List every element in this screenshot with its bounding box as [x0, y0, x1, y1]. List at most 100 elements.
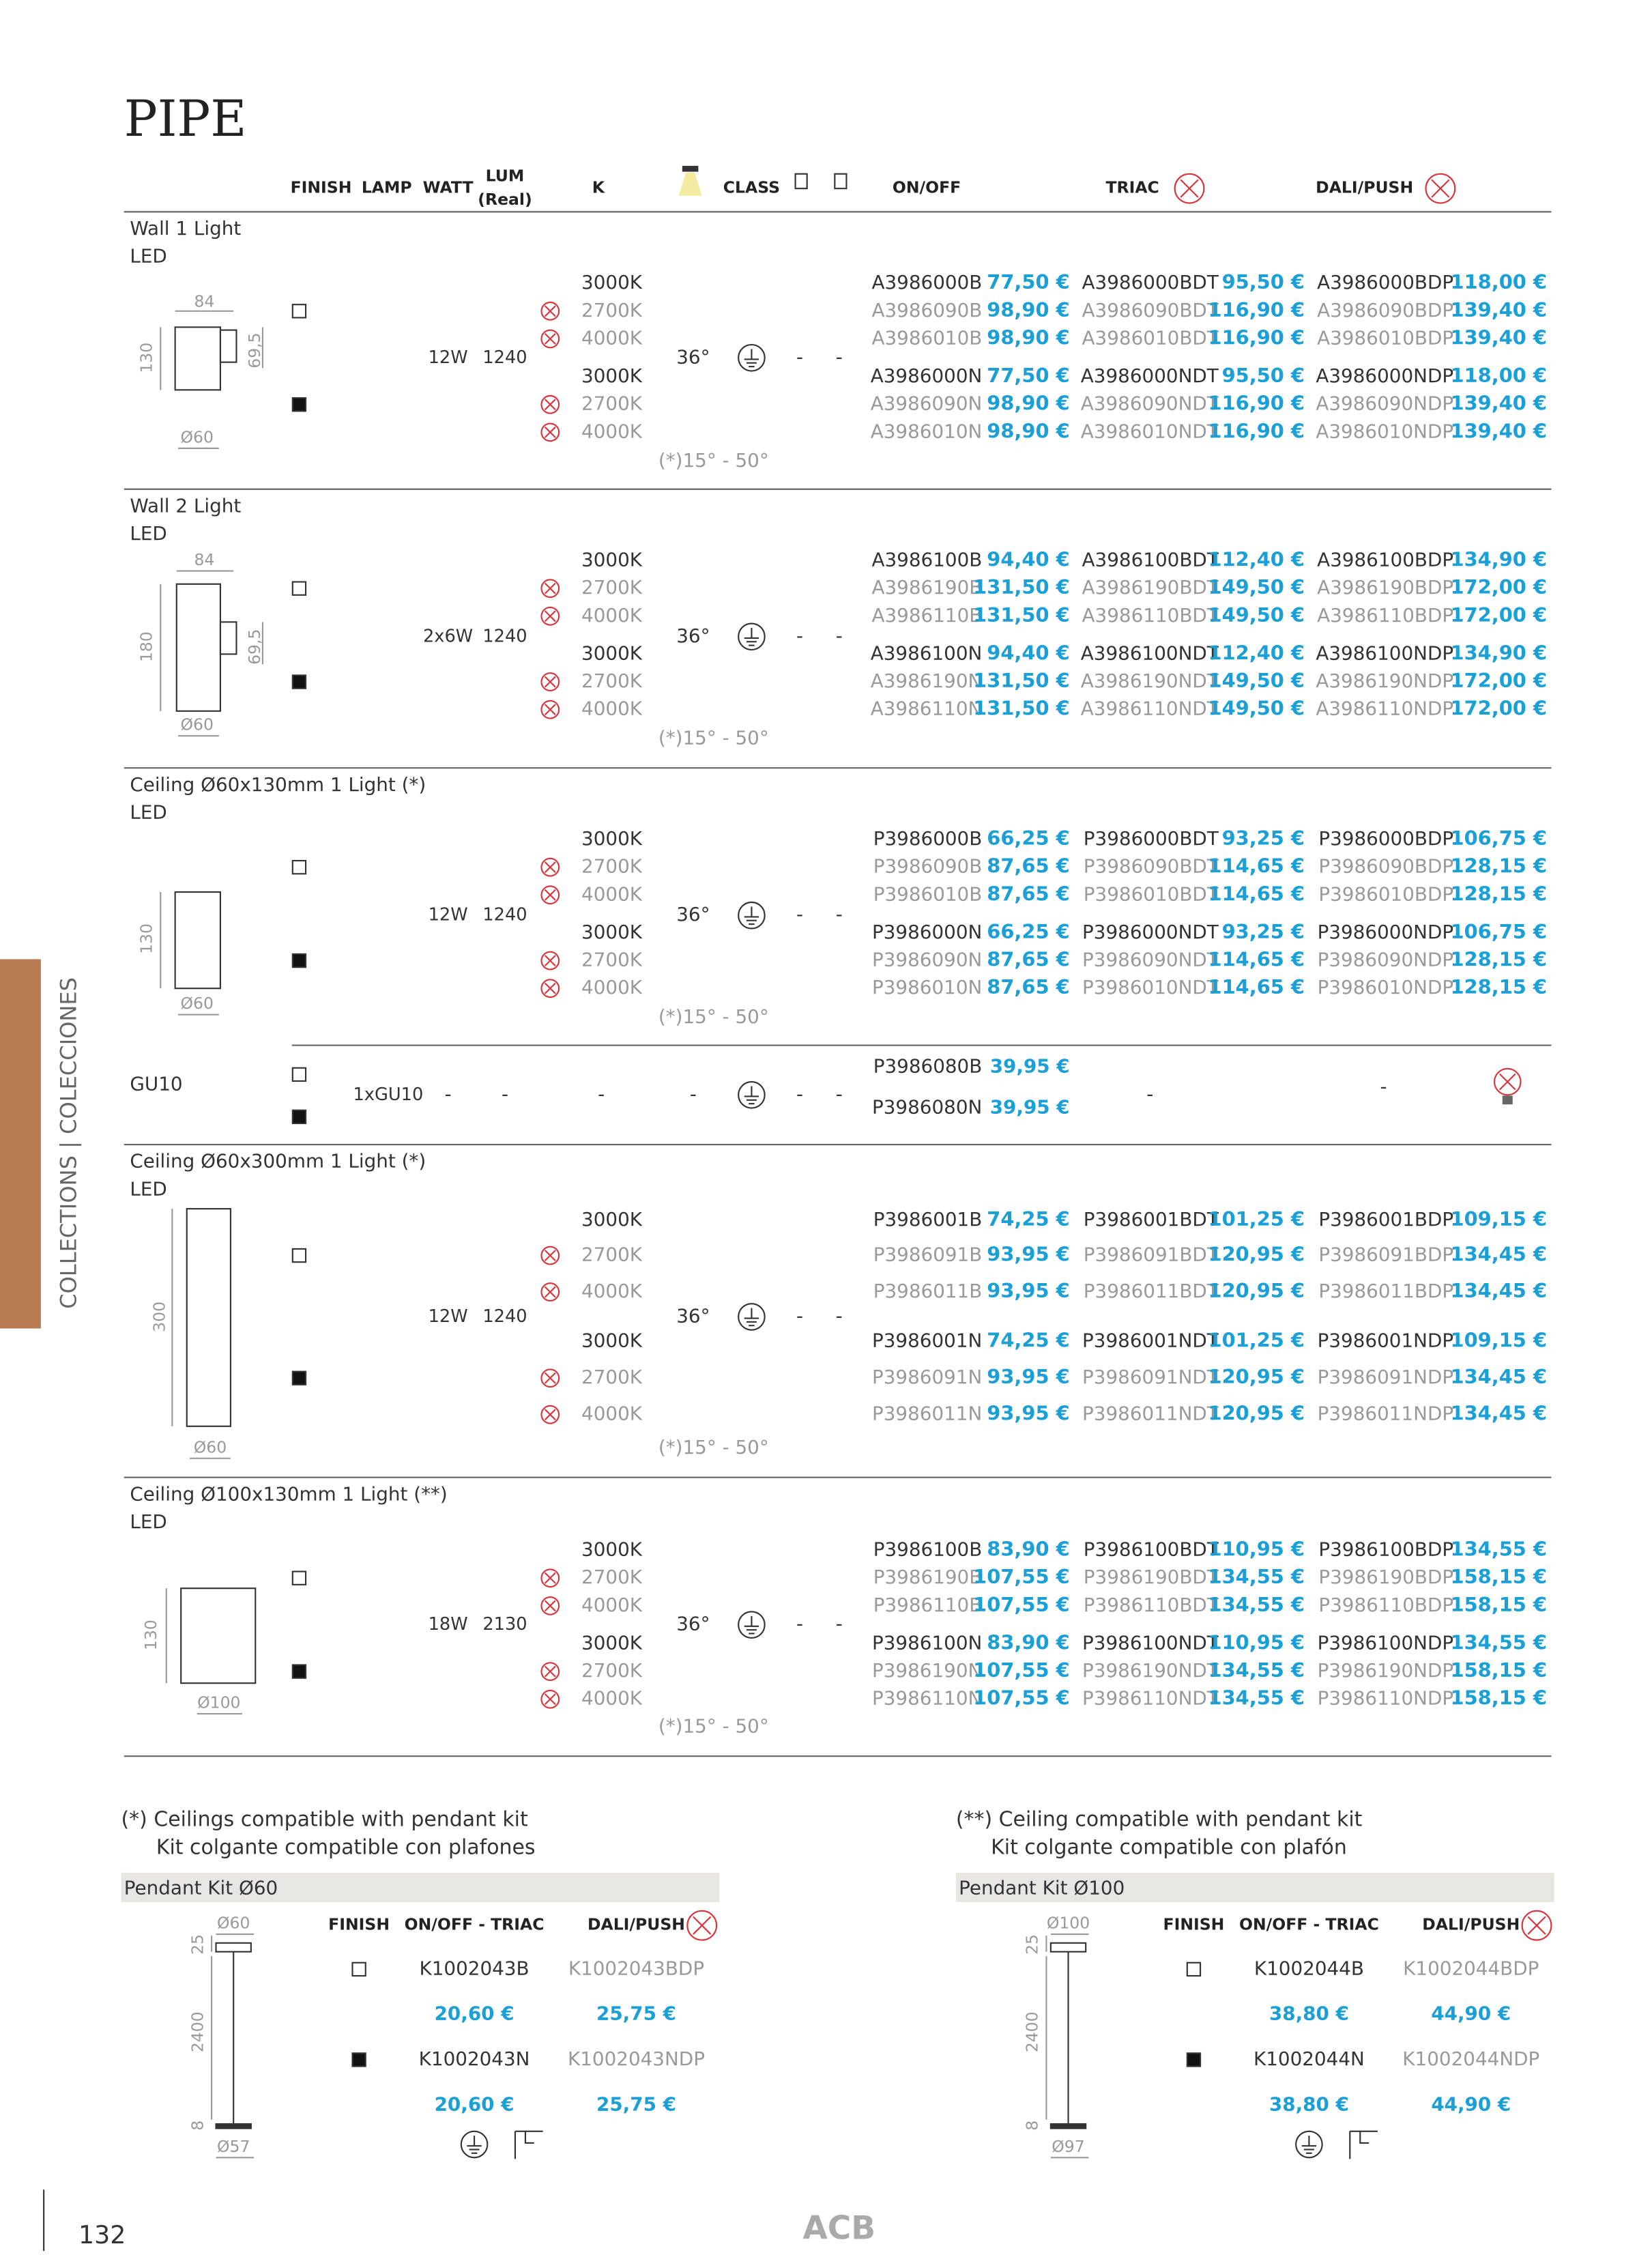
product-code: P3986090BDT [1084, 855, 1219, 878]
watt: 2x6W [423, 626, 473, 646]
color-temperature: 2700K [581, 299, 643, 321]
product-code: P3986000B [873, 827, 983, 850]
price: 93,95 € [987, 1243, 1069, 1266]
column-header: FINISH [291, 178, 352, 197]
price: 107,55 € [973, 1658, 1070, 1682]
price: 93,25 € [1222, 920, 1305, 943]
not-available-icon [544, 1372, 556, 1384]
beam-note: (*)15° - 50° [658, 1714, 769, 1737]
mount-icon [514, 2130, 543, 2159]
price: 116,90 € [1208, 392, 1305, 415]
product-code: P3986100BDT [1084, 1538, 1219, 1561]
dimension-label: Ø60 [181, 715, 214, 734]
section-name: GU10 [130, 1072, 182, 1095]
dimension-label: 84 [194, 292, 214, 311]
column-header: LAMP [362, 178, 412, 197]
price: 112,40 € [1208, 548, 1305, 571]
logo: ACB [802, 2210, 875, 2247]
dimension-label: 84 [194, 550, 214, 569]
not-available-icon [544, 1409, 556, 1421]
lamp-type: LED [130, 1510, 166, 1533]
price: 95,50 € [1222, 364, 1305, 387]
lumens: 1240 [482, 1306, 527, 1327]
price: 20,60 € [435, 2002, 515, 2025]
product-code: A3986010NDP [1316, 420, 1453, 442]
dash: - [836, 1613, 843, 1635]
product-code: A3986100NDT [1081, 642, 1219, 664]
price: 128,15 € [1451, 948, 1548, 971]
not-available-icon [1425, 173, 1456, 204]
price: 139,40 € [1451, 298, 1548, 321]
beam-icon [682, 166, 699, 172]
price: 39,95 € [990, 1096, 1070, 1119]
product-code: P3986110B [873, 1594, 983, 1616]
kit-drawing [1049, 2123, 1087, 2129]
product-drawing [175, 583, 222, 712]
product-code: P3986000N [872, 921, 982, 943]
not-available-icon [544, 982, 556, 994]
not-available-icon [540, 885, 560, 905]
kit-band [121, 1873, 720, 1903]
section-name: Ceiling Ø60x300mm 1 Light (*) [130, 1150, 426, 1173]
product-code: A3986010NDT [1081, 420, 1219, 442]
price: 158,15 € [1451, 1658, 1548, 1682]
product-code: P3986001NDT [1082, 1329, 1219, 1352]
dimension-label: Ø60 [181, 994, 214, 1013]
color-temperature: 2700K [581, 670, 643, 692]
price: 87,65 € [987, 854, 1069, 878]
price: 134,90 € [1451, 548, 1548, 571]
price: 134,55 € [1208, 1686, 1305, 1710]
class-icon [738, 343, 766, 372]
product-code: A3986090NDP [1316, 392, 1453, 415]
price: 25,75 € [596, 2093, 676, 2115]
product-code: K1002043B [420, 1957, 530, 1979]
price: 114,65 € [1208, 975, 1305, 998]
product-code: P3986090NDT [1082, 949, 1219, 971]
page-number: 132 [78, 2220, 126, 2249]
watt: 18W [429, 1614, 468, 1635]
price: 149,50 € [1208, 669, 1305, 692]
product-code: A3986000NDT [1081, 364, 1219, 387]
not-available-icon [540, 1282, 560, 1302]
product-code: A3986190N [871, 670, 983, 692]
class-icon [738, 622, 766, 651]
price: 134,55 € [1451, 1630, 1548, 1654]
dash: - [598, 1082, 605, 1105]
dash: - [502, 1082, 508, 1105]
color-temperature: 2700K [581, 949, 643, 971]
color-temperature: 2700K [581, 392, 643, 415]
finish-black [291, 1370, 307, 1385]
price: 112,40 € [1208, 641, 1305, 664]
not-available-icon [540, 700, 560, 719]
price: 44,90 € [1431, 2093, 1511, 2115]
not-available-icon [1498, 1073, 1516, 1091]
price: 74,25 € [987, 1207, 1069, 1231]
class-icon [738, 1303, 766, 1331]
product-code: P3986010BDP [1318, 882, 1453, 905]
finish-black [351, 2052, 366, 2067]
price: 116,90 € [1208, 419, 1305, 442]
product-code: A3986190NDT [1081, 670, 1219, 692]
product-code: P3986190N [872, 1659, 982, 1682]
dimension-label: 25 [188, 1934, 207, 1955]
dash: - [836, 345, 843, 368]
price: 120,95 € [1208, 1279, 1305, 1302]
price: 98,90 € [987, 392, 1069, 415]
beam-angle: 36° [676, 1613, 710, 1635]
beam-icon [678, 172, 702, 196]
price: 107,55 € [973, 1686, 1070, 1710]
not-available-icon [544, 704, 556, 716]
dimension-label: 2400 [1023, 2011, 1042, 2052]
not-available-icon [544, 305, 556, 317]
kit-drawing [1049, 1942, 1087, 1953]
not-available-icon [540, 301, 560, 321]
color-temperature: 4000K [581, 698, 643, 720]
lamp-type: LED [130, 522, 166, 545]
not-available-icon [540, 1246, 560, 1265]
kit-title: Pendant Kit Ø100 [959, 1877, 1125, 1899]
column-header: ON/OFF - TRIAC [405, 1915, 545, 1934]
product-code: A3986000NDP [1316, 364, 1453, 387]
product-code: A3986100BDT [1082, 549, 1219, 571]
dimension-label: Ø97 [1052, 2137, 1084, 2156]
